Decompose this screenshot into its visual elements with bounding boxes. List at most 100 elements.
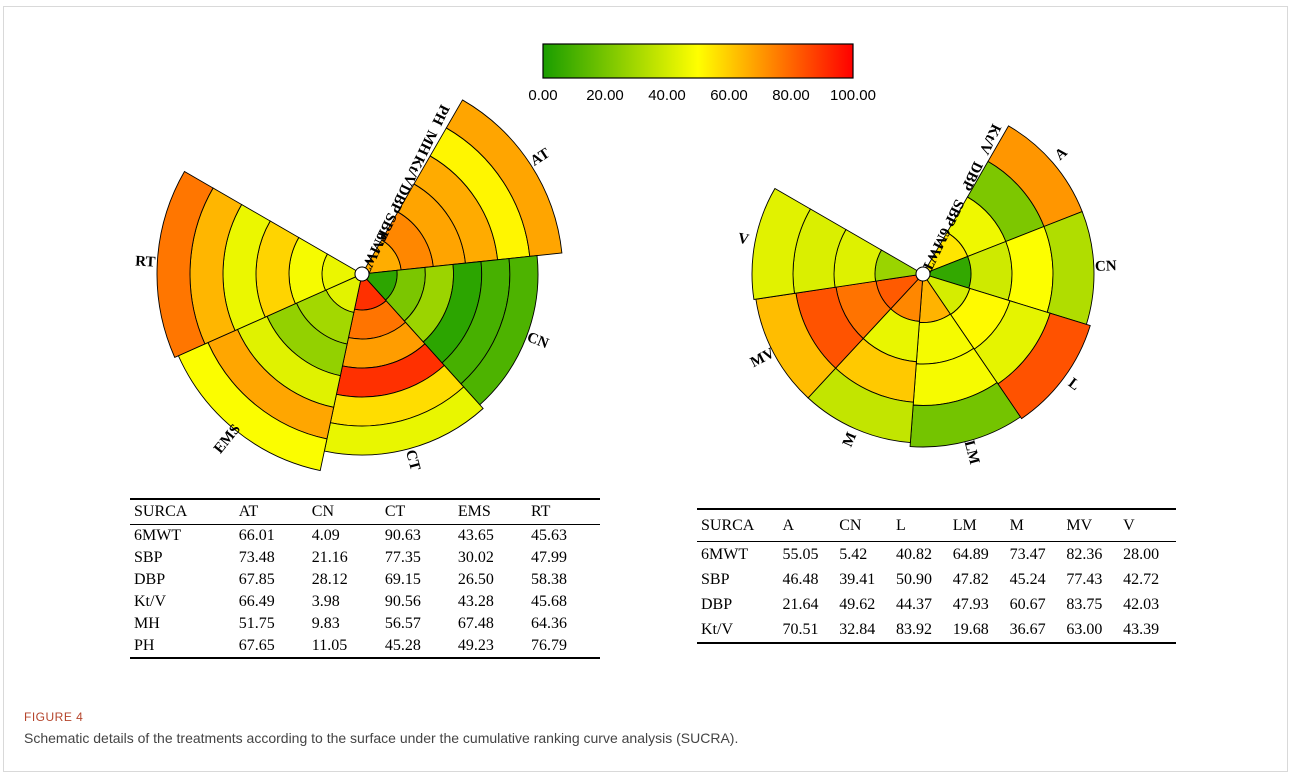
figure-caption: Schematic details of the treatments acco… xyxy=(24,730,739,746)
column-header: LM xyxy=(952,516,977,534)
table-cell: 66.49 xyxy=(238,593,275,610)
table-cell: 40.82 xyxy=(896,545,932,563)
row-label: Kt/V xyxy=(134,593,166,610)
table-cell: 67.65 xyxy=(238,637,275,654)
colorbar-tick-label: 100.00 xyxy=(830,87,876,104)
category-label: CT xyxy=(402,448,423,472)
column-header: CN xyxy=(839,516,862,534)
table-row: SBP 46.48 39.41 50.90 47.82 45.24 77.43 … xyxy=(697,567,1176,592)
table-cell: 69.15 xyxy=(384,571,421,588)
table-cell: 64.36 xyxy=(530,615,567,632)
table-cell: 3.98 xyxy=(311,593,340,610)
colorbar-tick-label: 20.00 xyxy=(586,87,624,104)
table-cell: 49.23 xyxy=(457,637,494,654)
table-cell: 60.67 xyxy=(1009,595,1046,613)
colorbar-tick-label: 80.00 xyxy=(772,87,810,104)
table-cell: 77.35 xyxy=(384,549,421,566)
table-cell: 73.48 xyxy=(238,549,275,566)
table-cell: 21.16 xyxy=(311,549,348,566)
table-row: Kt/V 66.49 3.98 90.56 43.28 45.68 xyxy=(130,591,600,613)
table-row: DBP 21.64 49.62 44.37 47.93 60.67 83.75 … xyxy=(697,592,1176,617)
column-header: A xyxy=(782,516,794,534)
column-header: RT xyxy=(530,503,551,520)
column-header: CT xyxy=(384,503,406,520)
row-label: DBP xyxy=(701,595,733,613)
table-cell: 90.63 xyxy=(384,527,421,544)
colorbar xyxy=(542,43,854,79)
table-cell: 30.02 xyxy=(457,549,494,566)
sucra-figure: 0.00 20.00 40.00 60.00 80.00 100.00 ATCNCTEMS… xyxy=(135,43,1117,472)
sucra-table-left: SURCA AT CN CT EMS RT 6MWT 66.01 4.09 90… xyxy=(130,498,600,659)
colorbar-tick-label: 0.00 xyxy=(528,87,557,104)
table-cell: 19.68 xyxy=(952,620,989,638)
table-cell: 49.62 xyxy=(839,595,876,613)
cell-cn-dbp xyxy=(1005,225,1054,313)
table-cell: 45.63 xyxy=(530,527,567,544)
table-cell: 36.67 xyxy=(1009,620,1046,638)
column-header: EMS xyxy=(457,503,491,520)
row-label: Kt/V xyxy=(701,620,733,638)
row-label: 6MWT xyxy=(701,545,749,563)
category-label: RT xyxy=(135,254,156,271)
table-cell: 46.48 xyxy=(782,570,819,588)
table-cell: 70.51 xyxy=(782,620,819,638)
table-cell: 77.43 xyxy=(1066,570,1103,588)
table-cell: 76.79 xyxy=(530,637,567,654)
table-row: DBP 67.85 28.12 69.15 26.50 58.38 xyxy=(130,569,600,591)
center-hole xyxy=(354,266,370,282)
table-row: PH 67.65 11.05 45.28 49.23 76.79 xyxy=(130,635,600,658)
sucra-table-right: SURCA A CN L LM M MV V 6MWT 55.05 5.42 4… xyxy=(697,508,1176,644)
table-cell: 43.65 xyxy=(457,527,494,544)
table-cell: 67.48 xyxy=(457,615,494,632)
table-cell: 9.83 xyxy=(311,615,340,632)
table-cell: 67.85 xyxy=(238,571,275,588)
table-cell: 11.05 xyxy=(311,637,348,654)
table-cell: 63.00 xyxy=(1066,620,1103,638)
table-header-row: SURCA A CN L LM M MV V xyxy=(697,509,1176,542)
table-cell: 28.12 xyxy=(311,571,348,588)
table-row: SBP 73.48 21.16 77.35 30.02 47.99 xyxy=(130,547,600,569)
category-label: V xyxy=(736,231,750,249)
colorbar-gradient xyxy=(542,43,854,79)
center-hole xyxy=(915,266,931,282)
column-header: V xyxy=(1123,516,1135,534)
table-cell: 64.89 xyxy=(952,545,989,563)
cell-v-kt-v xyxy=(751,187,812,300)
table-cell: 83.75 xyxy=(1066,595,1103,613)
table-cell: 26.50 xyxy=(457,571,494,588)
table-cell: 55.05 xyxy=(782,545,819,563)
cell-rt-ph xyxy=(156,170,214,358)
category-label: L xyxy=(1065,375,1083,394)
category-label: M xyxy=(840,430,860,449)
table-cell: 28.00 xyxy=(1123,545,1160,563)
table-row: 6MWT 55.05 5.42 40.82 64.89 73.47 82.36 … xyxy=(697,542,1176,568)
cell-at-ph xyxy=(445,99,563,257)
table-cell: 42.72 xyxy=(1123,570,1160,588)
colorbar-tick-label: 40.00 xyxy=(648,87,686,104)
row-label: SBP xyxy=(134,549,163,566)
table-cell: 73.47 xyxy=(1009,545,1046,563)
category-label: LM xyxy=(961,439,983,466)
table-cell: 44.37 xyxy=(896,595,932,613)
table-cell: 82.36 xyxy=(1066,545,1103,563)
table-header-row: SURCA AT CN CT EMS RT xyxy=(130,499,600,525)
table-corner-label: SURCA xyxy=(134,503,188,520)
table-cell: 51.75 xyxy=(238,615,275,632)
column-header: L xyxy=(896,516,906,534)
table-cell: 90.56 xyxy=(384,593,421,610)
row-label: DBP xyxy=(134,571,166,588)
table-cell: 58.38 xyxy=(530,571,567,588)
column-header: MV xyxy=(1066,516,1093,534)
column-header: AT xyxy=(238,503,259,520)
table-cell: 47.93 xyxy=(952,595,989,613)
figure-label: FIGURE 4 xyxy=(24,710,84,724)
row-label: SBP xyxy=(701,570,730,588)
table-cell: 32.84 xyxy=(839,620,876,638)
table-cell: 43.28 xyxy=(457,593,494,610)
category-label: CN xyxy=(1095,258,1117,275)
table-row: MH 51.75 9.83 56.57 67.48 64.36 xyxy=(130,613,600,635)
row-label: PH xyxy=(134,637,155,654)
column-header: CN xyxy=(311,503,335,520)
